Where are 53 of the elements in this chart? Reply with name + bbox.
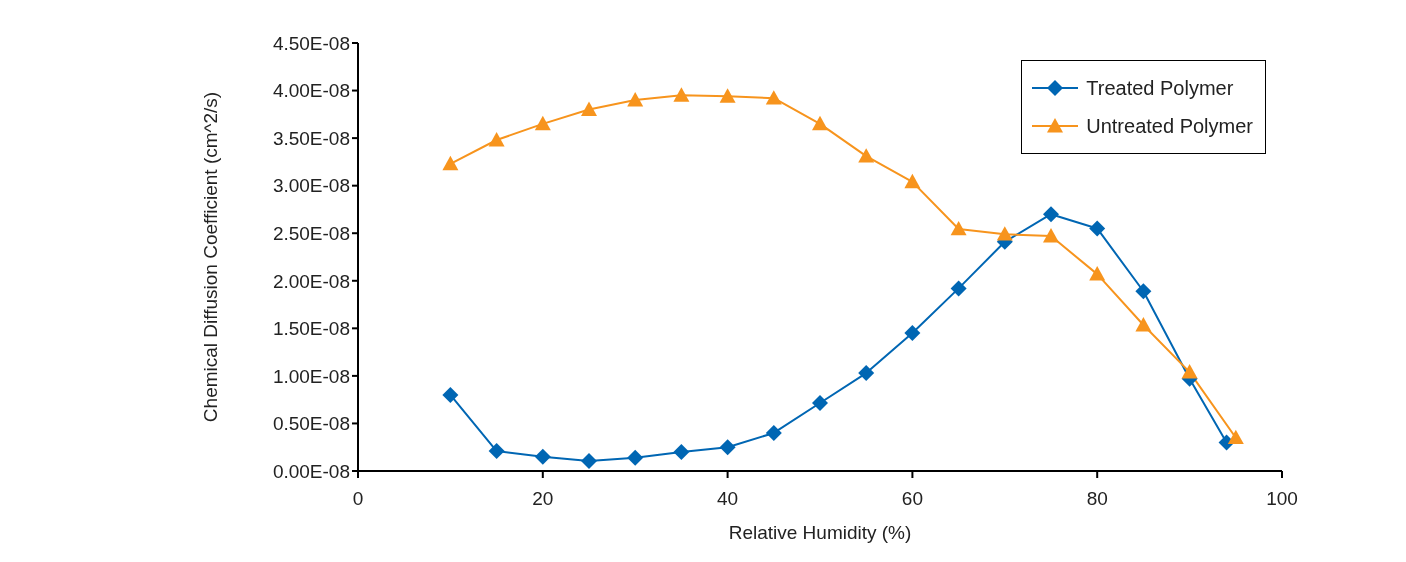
x-tick-label: 100 (1266, 488, 1298, 510)
point (858, 148, 875, 163)
point (904, 325, 921, 342)
point (673, 443, 690, 460)
point (1181, 364, 1198, 379)
point (488, 443, 505, 460)
y-tick-label: 3.50E-08 (272, 127, 350, 149)
point (627, 449, 644, 466)
legend-label: Treated Polymer (1086, 76, 1234, 101)
x-tick-label: 80 (1086, 488, 1108, 510)
point (1043, 206, 1059, 223)
y-tick-label: 0.00E-08 (272, 460, 350, 482)
point (442, 386, 459, 403)
point (534, 115, 551, 131)
y-axis-title: Chemical Diffusion Coefficient (cm^2/s) (199, 91, 221, 423)
point (950, 220, 967, 236)
point (858, 365, 875, 382)
point (719, 88, 736, 103)
point (442, 155, 459, 171)
point (1089, 266, 1106, 281)
point (627, 92, 644, 107)
point (673, 87, 690, 102)
y-tick-label: 3.00E-08 (272, 175, 350, 197)
y-tick-label: 2.00E-08 (272, 270, 350, 292)
point (996, 226, 1013, 241)
y-tick-label: 1.50E-08 (272, 318, 350, 340)
y-tick-label: 1.00E-08 (272, 365, 350, 387)
y-tick-label: 2.50E-08 (272, 222, 350, 244)
y-tick-label: 4.50E-08 (272, 32, 350, 54)
point (488, 132, 505, 147)
point (812, 395, 828, 411)
point (765, 424, 782, 441)
x-axis-title: Relative Humidity (%) (728, 522, 912, 543)
point (581, 453, 597, 470)
point (534, 448, 551, 465)
point (1089, 220, 1106, 237)
x-tick-label: 60 (901, 488, 923, 510)
point (950, 280, 967, 297)
y-tick-label: 0.50E-08 (272, 413, 350, 435)
point (765, 90, 782, 105)
point (719, 439, 736, 456)
x-tick-label: 0 (352, 488, 364, 510)
point (904, 173, 921, 189)
legend-label: Untreated Polymer (1086, 114, 1253, 139)
point (1135, 283, 1152, 300)
point (812, 115, 828, 131)
point (581, 101, 597, 116)
x-tick-label: 40 (717, 488, 739, 510)
point (1135, 317, 1152, 332)
y-tick-label: 4.00E-08 (272, 80, 350, 102)
point (1227, 429, 1244, 445)
point (1043, 228, 1059, 243)
x-tick-label: 20 (532, 488, 554, 510)
